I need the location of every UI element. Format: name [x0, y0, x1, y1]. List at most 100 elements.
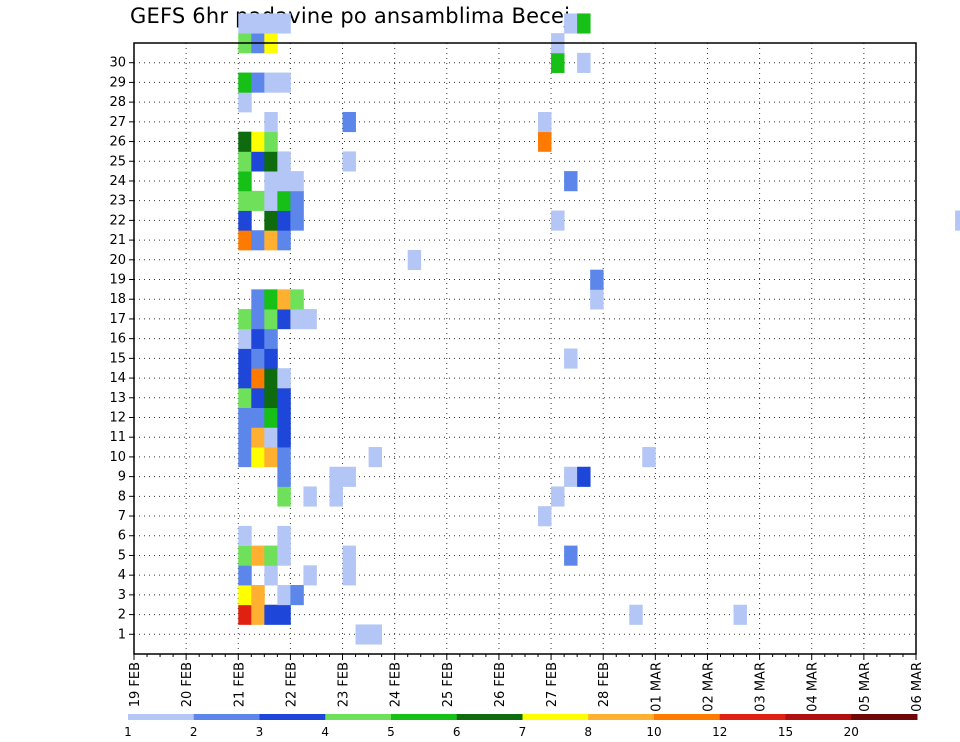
y-tick-label: 14: [109, 371, 126, 386]
heatmap-cell: [277, 171, 291, 192]
y-tick-label: 26: [109, 135, 126, 150]
y-tick-label: 20: [109, 253, 126, 268]
heatmap-cell: [538, 131, 552, 152]
y-tick-label: 7: [118, 509, 126, 524]
heatmap-cell: [277, 407, 291, 428]
y-tick-label: 21: [109, 233, 126, 248]
heatmap-cell: [277, 289, 291, 310]
heatmap-cell: [290, 309, 304, 330]
x-tick-label: 06 MAR: [910, 662, 925, 712]
heatmap-cell: [264, 13, 278, 34]
colorbar-label: 20: [844, 725, 859, 739]
colorbar-segment: [785, 714, 852, 720]
colorbar-label: 4: [321, 725, 329, 739]
colorbar-segment: [193, 714, 260, 720]
heatmap-cell: [251, 387, 265, 409]
heatmap-cell: [277, 13, 291, 34]
x-tick-label: 20 FEB: [180, 662, 195, 707]
colorbar-segment: [851, 714, 918, 720]
heatmap-cell: [251, 348, 265, 369]
y-tick-label: 12: [109, 410, 126, 425]
heatmap-cell: [355, 624, 369, 645]
heatmap-cell: [264, 190, 278, 211]
heatmap-cell: [290, 171, 304, 192]
heatmap-cell: [407, 249, 422, 271]
heatmap-cell: [238, 407, 252, 428]
heatmap-cell: [538, 506, 552, 527]
x-tick-label: 01 MAR: [649, 662, 664, 712]
heatmap-cell: [290, 190, 304, 211]
heatmap-cell: [238, 585, 252, 606]
heatmap-cell: [590, 269, 604, 290]
heatmap-cell: [277, 210, 291, 231]
heatmap-cell: [238, 131, 252, 152]
heatmap-cell: [564, 13, 578, 34]
heatmap-cell: [264, 348, 278, 369]
heatmap-cell: [251, 604, 265, 625]
y-tick-label: 29: [109, 75, 126, 90]
heatmap-cell: [551, 52, 565, 73]
heatmap-cell: [251, 289, 265, 310]
colorbar-segment: [588, 714, 655, 720]
heatmap-cell: [342, 565, 356, 586]
heatmap-cell: [238, 387, 252, 409]
heatmap-cell: [264, 111, 278, 133]
colorbar-label: 12: [712, 725, 727, 739]
heatmap-cell: [264, 131, 278, 152]
y-tick-label: 8: [118, 489, 126, 504]
heatmap-cell: [238, 427, 252, 448]
heatmap-cell: [329, 486, 343, 507]
heatmap-cell: [551, 486, 565, 507]
colorbar-label: 7: [519, 725, 527, 739]
heatmap-cell: [251, 309, 265, 330]
heatmap-cell: [238, 565, 252, 586]
heatmap-cell: [264, 387, 278, 409]
heatmap-cell: [264, 328, 278, 349]
colorbar-segment: [719, 714, 786, 720]
y-tick-label: 3: [118, 588, 126, 603]
colorbar-label: 3: [256, 725, 264, 739]
colorbar-label: 2: [190, 725, 198, 739]
heatmap-cell: [251, 328, 265, 349]
heatmap-cell: [277, 447, 291, 468]
heatmap-cell: [277, 545, 291, 566]
heatmap-cell: [290, 585, 304, 606]
y-tick-label: 30: [109, 56, 126, 71]
heatmap-cell: [538, 111, 552, 133]
heatmap-cell: [277, 151, 291, 172]
colorbar-segment: [456, 714, 523, 720]
heatmap-cell: [277, 387, 291, 409]
heatmap-cell: [277, 72, 291, 93]
heatmap-cell: [303, 309, 317, 330]
heatmap-cell: [238, 92, 252, 113]
colorbar-segment: [259, 714, 326, 720]
y-tick-label: 10: [109, 450, 126, 465]
heatmap-cell: [264, 289, 278, 310]
heatmap-cell: [577, 52, 591, 73]
heatmap-cell: [955, 210, 960, 231]
heatmap-cell: [238, 447, 252, 468]
y-tick-label: 22: [109, 213, 126, 228]
y-tick-label: 6: [118, 529, 126, 544]
heatmap-cell: [368, 447, 383, 468]
x-tick-label: 19 FEB: [128, 662, 143, 707]
heatmap-cell: [342, 111, 356, 133]
x-tick-label: 03 MAR: [754, 662, 769, 712]
heatmap-cell: [251, 151, 265, 172]
heatmap-cell: [264, 171, 278, 192]
heatmap-cell: [564, 348, 578, 369]
heatmap-cell: [277, 466, 291, 487]
y-tick-label: 9: [118, 470, 126, 485]
heatmap-cell: [277, 585, 291, 606]
heatmap-cell: [733, 604, 747, 625]
heatmap-cell: [251, 427, 265, 448]
colorbar-segment: [128, 714, 195, 720]
heatmap-cell: [238, 309, 252, 330]
x-tick-label: 21 FEB: [232, 662, 247, 707]
heatmap-cell: [277, 604, 291, 625]
heatmap-cell: [264, 447, 278, 468]
colorbar-label: 10: [646, 725, 661, 739]
heatmap-cell: [264, 309, 278, 330]
heatmap-cell: [238, 171, 252, 192]
heatmap-cell: [642, 447, 656, 468]
